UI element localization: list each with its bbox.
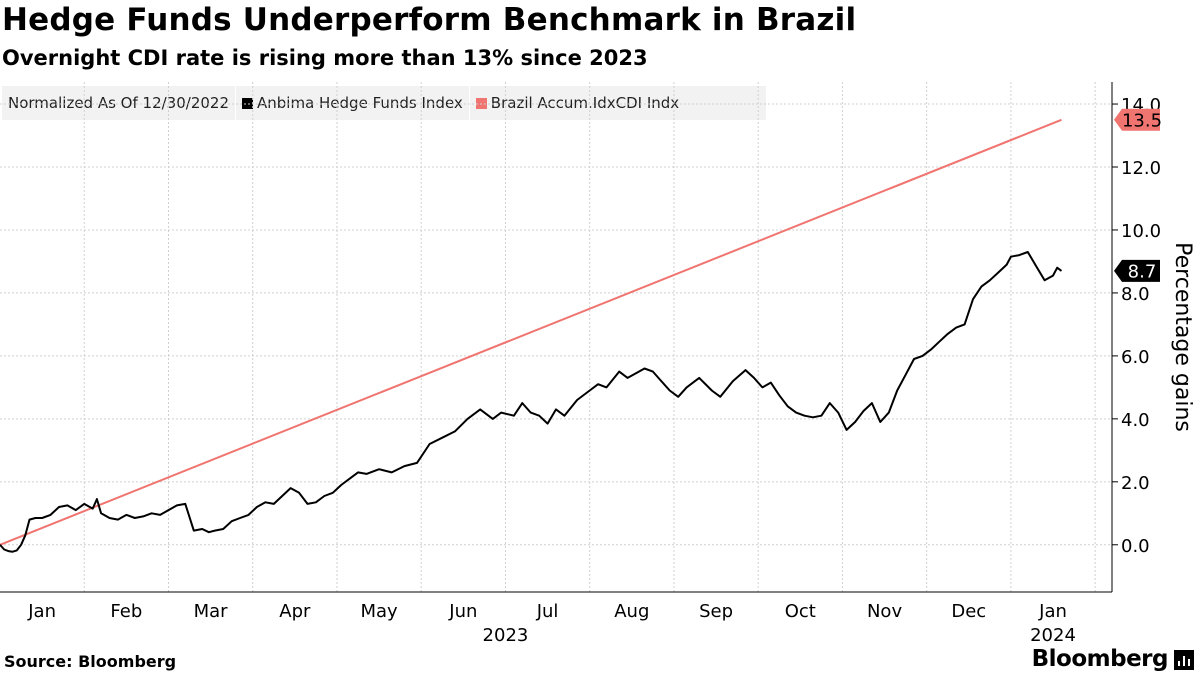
x-tick-label: Oct	[785, 601, 816, 622]
x-tick-label: Mar	[194, 601, 229, 622]
x-tick-label: Sep	[699, 601, 733, 622]
x-tick-label: Jan	[1038, 601, 1067, 622]
last-value-label-cdi: 13.5	[1122, 110, 1162, 131]
y-tick-label: 2.0	[1121, 473, 1150, 494]
series-line-hedge-funds	[0, 252, 1062, 552]
x-tick-label: Jun	[448, 601, 477, 622]
brand-logo: Bloomberg	[1032, 646, 1168, 672]
x-tick-label: Apr	[279, 601, 311, 622]
line-chart: 0.02.04.06.08.010.012.014.0Jan Feb Mar Apr M…	[0, 0, 1200, 675]
last-value-label-hedge-funds: 8.7	[1128, 261, 1157, 282]
x-year-label: 2024	[1030, 625, 1076, 646]
y-tick-label: 0.0	[1121, 536, 1150, 557]
x-tick-label: May	[360, 601, 398, 622]
source-note: Source: Bloomberg	[4, 652, 176, 671]
x-tick-label: Nov	[867, 601, 902, 622]
x-year-label: 2023	[483, 625, 529, 646]
x-tick-label: Aug	[614, 601, 649, 622]
y-tick-label: 12.0	[1121, 158, 1161, 179]
x-tick-label: Feb	[110, 601, 142, 622]
y-axis-title: Percentage gains	[1170, 242, 1195, 432]
y-tick-label: 4.0	[1121, 410, 1150, 431]
series-line-cdi	[0, 120, 1062, 545]
x-tick-label: Jan	[27, 601, 56, 622]
x-tick-label: Jul	[536, 601, 559, 622]
x-tick-label: Dec	[951, 601, 986, 622]
y-tick-label: 8.0	[1121, 284, 1150, 305]
chart-icon	[1174, 650, 1194, 670]
y-tick-label: 6.0	[1121, 347, 1150, 368]
y-tick-label: 10.0	[1121, 221, 1161, 242]
